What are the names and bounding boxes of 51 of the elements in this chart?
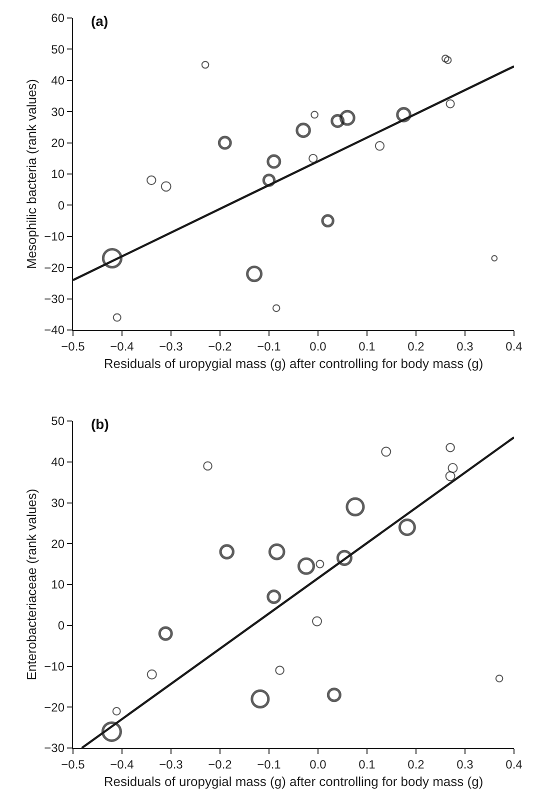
point [308,154,318,163]
y-tick-label: 0 [58,618,65,633]
x-tick-label: −0.2 [208,340,232,354]
x-tick-label: −0.1 [257,758,282,772]
point [160,181,172,192]
y-tick-label: −10 [44,230,65,244]
x-tick-label: −0.4 [110,340,134,354]
x-tick-label: 0.4 [506,758,523,772]
y-tick-label: 50 [51,42,65,56]
x-tick-label: −0.5 [61,340,86,354]
x-tick-label: 0.2 [408,340,425,354]
point [446,99,455,108]
x-tick-label: 0.0 [310,758,327,772]
y-tick-label: 40 [51,455,65,470]
x-tick-label: 0.1 [358,758,376,772]
y-tick-label: 50 [51,414,65,428]
chart-title: (b) [91,416,109,432]
y-tick-label: −10 [44,659,65,674]
y-axis-title: Enterobacteriaceae (rank values) [24,488,40,680]
point [146,175,156,186]
x-tick-label: −0.2 [208,758,232,772]
x-tick-label: −0.1 [257,340,282,354]
y-tick-label: −20 [44,260,65,275]
x-tick-label: 0.3 [456,340,474,354]
y-tick-label: 20 [51,536,65,551]
x-tick-label: 0.0 [310,340,327,354]
y-tick-label: −20 [44,700,65,714]
y-tick-label: −40 [44,323,65,338]
x-tick-label: −0.3 [159,340,184,354]
x-axis-title: Residuals of uropygial mass (g) after controlling for body mass (g) [104,774,484,790]
y-tick-label: 10 [51,167,65,182]
x-tick-label: −0.5 [61,758,86,772]
x-tick-label: −0.3 [159,758,184,772]
y-axis-title: Mesophilic bacteria (rank values) [24,78,40,270]
point [374,141,385,151]
x-tick-label: 0.4 [506,340,523,354]
chart-title: (a) [91,12,108,29]
y-tick-label: −30 [44,292,65,306]
x-tick-label: 0.2 [408,758,425,772]
x-tick-label: −0.4 [110,758,134,772]
y-tick-label: 60 [51,11,65,26]
x-axis-title: Residuals of uropygial mass (g) after controlling for body mass (g) [104,356,484,372]
y-tick-label: 20 [51,136,65,150]
y-tick-label: 40 [51,74,65,88]
x-tick-label: 0.3 [456,758,474,772]
y-tick-label: −30 [44,741,65,756]
y-tick-label: 10 [51,578,65,592]
y-tick-label: 30 [51,104,65,119]
y-tick-label: 0 [58,198,65,212]
y-tick-label: 30 [51,496,65,510]
x-tick-label: 0.1 [358,340,376,354]
